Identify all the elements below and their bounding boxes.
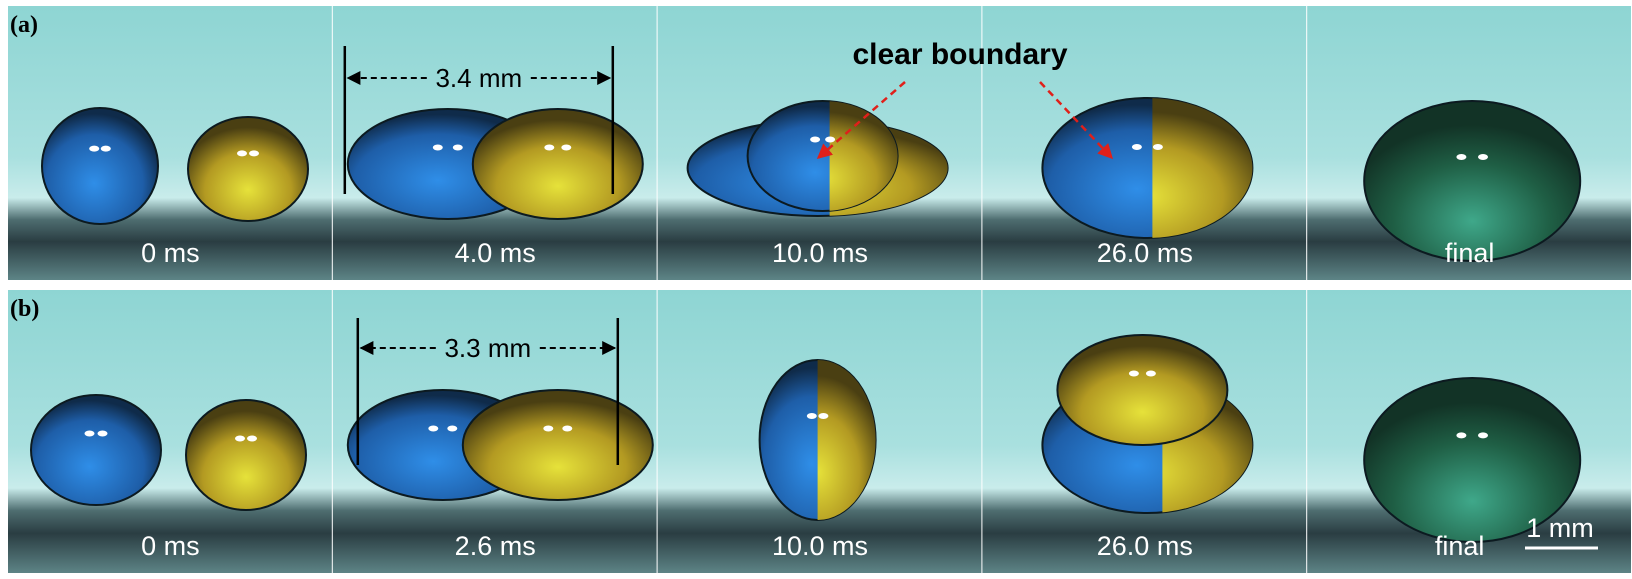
highlight	[433, 145, 443, 151]
time-label: 0 ms	[141, 531, 200, 561]
scale-label: 1 mm	[1526, 513, 1594, 543]
highlight	[1478, 154, 1488, 160]
dimension-label: 3.3 mm	[444, 333, 531, 363]
row-label: (a)	[10, 12, 38, 38]
droplet	[42, 108, 158, 224]
droplet	[188, 117, 308, 221]
highlight	[1478, 432, 1488, 438]
dimension-label: 3.4 mm	[435, 63, 522, 93]
droplet	[463, 390, 653, 500]
highlight	[807, 413, 817, 419]
highlight	[1146, 371, 1156, 377]
panel: 26.0 ms	[982, 290, 1306, 573]
droplet	[31, 395, 161, 505]
highlight	[101, 146, 111, 152]
highlight	[1129, 371, 1139, 377]
panel: final	[1307, 6, 1631, 280]
droplet	[1057, 335, 1227, 445]
time-label: 10.0 ms	[772, 531, 868, 561]
highlight	[825, 137, 835, 143]
time-label: 0 ms	[141, 238, 200, 268]
highlight	[89, 146, 99, 152]
time-label: 26.0 ms	[1097, 238, 1193, 268]
panel: 0 ms	[8, 290, 332, 573]
droplet	[186, 400, 306, 510]
droplet	[1364, 101, 1580, 261]
figure: 0 ms 4.0 ms 10.0 ms 26.0 ms final (a) 3.4 mm cl…	[0, 0, 1632, 579]
highlight	[562, 426, 572, 432]
time-label: 2.6 ms	[455, 531, 536, 561]
highlight	[561, 145, 571, 151]
row-label: (b)	[10, 296, 39, 322]
highlight	[98, 431, 108, 437]
highlight	[1132, 144, 1142, 150]
highlight	[85, 431, 95, 437]
highlight	[543, 426, 553, 432]
highlight	[247, 436, 257, 442]
highlight	[1153, 144, 1163, 150]
panel: 10.0 ms	[658, 290, 982, 573]
highlight	[810, 137, 820, 143]
droplet	[473, 109, 643, 219]
panel: 4.0 ms	[333, 6, 657, 280]
highlight	[237, 150, 247, 156]
time-label: 10.0 ms	[772, 238, 868, 268]
highlight	[453, 145, 463, 151]
highlight	[249, 150, 259, 156]
highlight	[1456, 154, 1466, 160]
highlight	[447, 426, 457, 432]
annotation: clear boundary	[852, 38, 1067, 71]
time-label: 26.0 ms	[1097, 531, 1193, 561]
highlight	[1456, 432, 1466, 438]
time-label: 4.0 ms	[455, 238, 536, 268]
time-label: final	[1445, 238, 1495, 268]
highlight	[428, 426, 438, 432]
highlight	[235, 436, 245, 442]
panel: 0 ms	[8, 6, 332, 280]
time-label: final	[1435, 531, 1485, 561]
highlight	[818, 413, 828, 419]
highlight	[544, 145, 554, 151]
